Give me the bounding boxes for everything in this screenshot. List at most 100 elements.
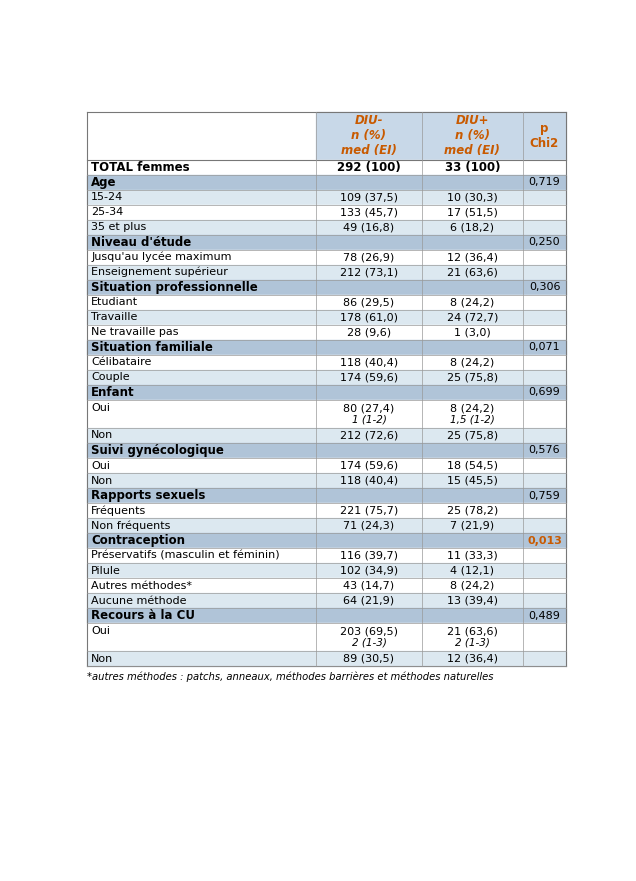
Text: 0,250: 0,250	[529, 237, 560, 248]
Text: 25-34: 25-34	[91, 207, 123, 218]
Text: 43 (14,7): 43 (14,7)	[343, 581, 394, 590]
Text: 11 (33,3): 11 (33,3)	[447, 551, 498, 560]
Bar	[87, 548, 566, 563]
Text: Non: Non	[91, 654, 113, 663]
Bar	[87, 325, 566, 340]
Bar	[87, 458, 566, 473]
Text: 6 (18,2): 6 (18,2)	[450, 222, 494, 233]
Text: Oui: Oui	[91, 403, 110, 412]
Text: 118 (40,4): 118 (40,4)	[340, 358, 398, 367]
Text: 25 (75,8): 25 (75,8)	[447, 431, 498, 440]
Bar	[87, 533, 566, 548]
Text: Fréquents: Fréquents	[91, 506, 146, 515]
Text: 0,306: 0,306	[529, 282, 560, 292]
Text: 118 (40,4): 118 (40,4)	[340, 476, 398, 485]
Text: 33 (100): 33 (100)	[445, 160, 500, 174]
Text: 174 (59,6): 174 (59,6)	[340, 373, 398, 382]
Text: 15 (45,5): 15 (45,5)	[447, 476, 498, 485]
Text: 25 (78,2): 25 (78,2)	[447, 506, 498, 515]
Text: 203 (69,5): 203 (69,5)	[340, 626, 398, 637]
Text: 21 (63,6): 21 (63,6)	[447, 626, 498, 637]
Text: Travaille: Travaille	[91, 312, 137, 322]
Text: Etudiant: Etudiant	[91, 297, 138, 307]
Bar	[87, 159, 566, 174]
Bar	[87, 488, 566, 503]
Text: 64 (21,9): 64 (21,9)	[343, 596, 394, 605]
Text: 221 (75,7): 221 (75,7)	[340, 506, 398, 515]
Bar	[87, 608, 566, 623]
Text: Situation familiale: Situation familiale	[91, 341, 213, 354]
Text: 8 (24,2): 8 (24,2)	[450, 297, 495, 307]
Text: Rapports sexuels: Rapports sexuels	[91, 489, 205, 502]
Text: 10 (30,3): 10 (30,3)	[447, 192, 498, 202]
Text: Autres méthodes*: Autres méthodes*	[91, 581, 192, 590]
Bar	[87, 473, 566, 488]
Text: Ne travaille pas: Ne travaille pas	[91, 328, 179, 337]
Bar	[87, 370, 566, 385]
Text: 71 (24,3): 71 (24,3)	[343, 521, 394, 530]
Bar	[87, 563, 566, 578]
Text: 78 (26,9): 78 (26,9)	[343, 252, 394, 263]
Text: Suivi gynécologique: Suivi gynécologique	[91, 444, 224, 457]
Bar	[87, 355, 566, 370]
Text: p
Chi2: p Chi2	[530, 122, 559, 150]
Bar	[87, 428, 566, 443]
Text: 8 (24,2): 8 (24,2)	[450, 358, 495, 367]
Text: Niveau d'étude: Niveau d'étude	[91, 236, 191, 248]
Text: Préservatifs (masculin et féminin): Préservatifs (masculin et féminin)	[91, 551, 280, 560]
Text: 18 (54,5): 18 (54,5)	[447, 461, 498, 470]
Text: 8 (24,2): 8 (24,2)	[450, 403, 495, 413]
Bar	[87, 310, 566, 325]
Bar	[316, 112, 422, 159]
Text: 15-24: 15-24	[91, 192, 123, 202]
Text: 212 (73,1): 212 (73,1)	[340, 267, 398, 278]
Bar	[87, 578, 566, 593]
Text: 7 (21,9): 7 (21,9)	[450, 521, 494, 530]
Bar	[87, 340, 566, 355]
Text: 13 (39,4): 13 (39,4)	[447, 596, 498, 605]
Text: Situation professionnelle: Situation professionnelle	[91, 281, 258, 293]
Bar	[87, 518, 566, 533]
Text: Jusqu'au lycée maximum: Jusqu'au lycée maximum	[91, 252, 232, 263]
Bar	[87, 503, 566, 518]
Text: 1 (3,0): 1 (3,0)	[454, 328, 491, 337]
Text: 25 (75,8): 25 (75,8)	[447, 373, 498, 382]
Text: 212 (72,6): 212 (72,6)	[340, 431, 398, 440]
Text: 35 et plus: 35 et plus	[91, 222, 146, 233]
Text: Célibataire: Célibataire	[91, 358, 151, 367]
Text: 24 (72,7): 24 (72,7)	[446, 312, 498, 322]
Text: 102 (34,9): 102 (34,9)	[340, 566, 398, 575]
Text: Oui: Oui	[91, 626, 110, 636]
Text: 12 (36,4): 12 (36,4)	[447, 654, 498, 663]
Text: 0,719: 0,719	[529, 177, 560, 187]
Text: TOTAL femmes: TOTAL femmes	[91, 160, 190, 174]
Bar	[87, 593, 566, 608]
Text: 89 (30,5): 89 (30,5)	[343, 654, 394, 663]
Text: 0,759: 0,759	[529, 491, 560, 500]
Text: 17 (51,5): 17 (51,5)	[447, 207, 498, 218]
Text: 133 (45,7): 133 (45,7)	[340, 207, 398, 218]
Text: Non fréquents: Non fréquents	[91, 521, 170, 531]
Text: Age: Age	[91, 175, 116, 189]
Bar	[87, 295, 566, 310]
Text: Non: Non	[91, 431, 113, 440]
Text: 12 (36,4): 12 (36,4)	[447, 252, 498, 263]
Text: 4 (12,1): 4 (12,1)	[450, 566, 494, 575]
Text: Contraception: Contraception	[91, 534, 185, 547]
Text: Aucune méthode: Aucune méthode	[91, 596, 186, 605]
Bar	[87, 400, 566, 428]
Text: Recours à la CU: Recours à la CU	[91, 609, 195, 622]
Bar	[87, 249, 566, 264]
Text: 292 (100): 292 (100)	[337, 160, 401, 174]
Text: 174 (59,6): 174 (59,6)	[340, 461, 398, 470]
Text: 86 (29,5): 86 (29,5)	[343, 297, 394, 307]
Text: 8 (24,2): 8 (24,2)	[450, 581, 495, 590]
Bar	[87, 623, 566, 651]
Bar	[87, 280, 566, 295]
Text: 178 (61,0): 178 (61,0)	[340, 312, 398, 322]
Text: Enseignement supérieur: Enseignement supérieur	[91, 267, 228, 278]
Bar	[87, 443, 566, 458]
Text: 0,576: 0,576	[529, 446, 560, 455]
Text: 49 (16,8): 49 (16,8)	[343, 222, 394, 233]
Text: 80 (27,4): 80 (27,4)	[343, 403, 394, 413]
